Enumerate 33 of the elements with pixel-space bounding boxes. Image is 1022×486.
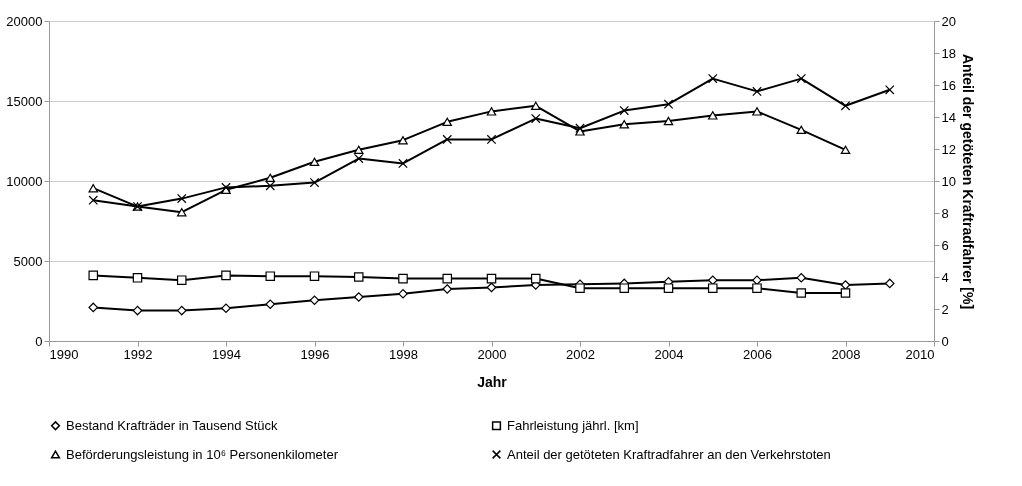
x-tick-label: 1990: [49, 346, 79, 362]
y2-tick-label: 16: [941, 77, 956, 93]
x-tick-label: 2008: [831, 346, 861, 362]
x-tick-label: 1992: [123, 346, 153, 362]
x-tick-label: 2006: [743, 346, 772, 362]
y2-tick-label: 0: [941, 333, 949, 349]
x-tick-label: 2004: [654, 346, 684, 362]
x-tick-label: 2010: [905, 346, 935, 362]
x-tick-label: 1996: [300, 346, 330, 362]
y2-tick-label: 4: [941, 269, 949, 285]
y2-tick-label: 6: [941, 237, 949, 253]
y-tick-label: 10000: [6, 173, 43, 189]
y-tick-label: 0: [35, 333, 43, 349]
x-axis-title: Jahr: [477, 373, 508, 390]
y-tick-label: 5000: [13, 253, 43, 269]
y-tick-label: 15000: [6, 93, 43, 109]
legend-label: Bestand Krafträder in Tausend Stück: [66, 417, 278, 433]
y2-tick-label: 20: [941, 13, 956, 29]
y2-tick-label: 2: [941, 301, 949, 317]
y-tick-label: 20000: [6, 13, 43, 29]
x-tick-label: 2002: [566, 346, 595, 362]
y2-tick-label: 8: [941, 205, 949, 221]
x-tick-label: 1994: [212, 346, 241, 362]
y2-axis-title: Anteil der getöteten Kraftradfahrer [%]: [959, 53, 976, 310]
legend-label: Anteil der getöteten Kraftradfahrer an den Verkehrstoten: [507, 446, 831, 462]
y2-tick-label: 10: [941, 173, 956, 189]
legend-label: Beförderungsleistung in 10⁶ Personenkilometer: [66, 446, 339, 462]
legend-label: Fahrleistung jährl. [km]: [507, 417, 639, 433]
x-tick-label: 1998: [389, 346, 418, 362]
y2-tick-label: 18: [941, 45, 956, 61]
y2-tick-label: 12: [941, 141, 956, 157]
y2-tick-label: 14: [941, 109, 956, 125]
x-tick-label: 2000: [477, 346, 507, 362]
